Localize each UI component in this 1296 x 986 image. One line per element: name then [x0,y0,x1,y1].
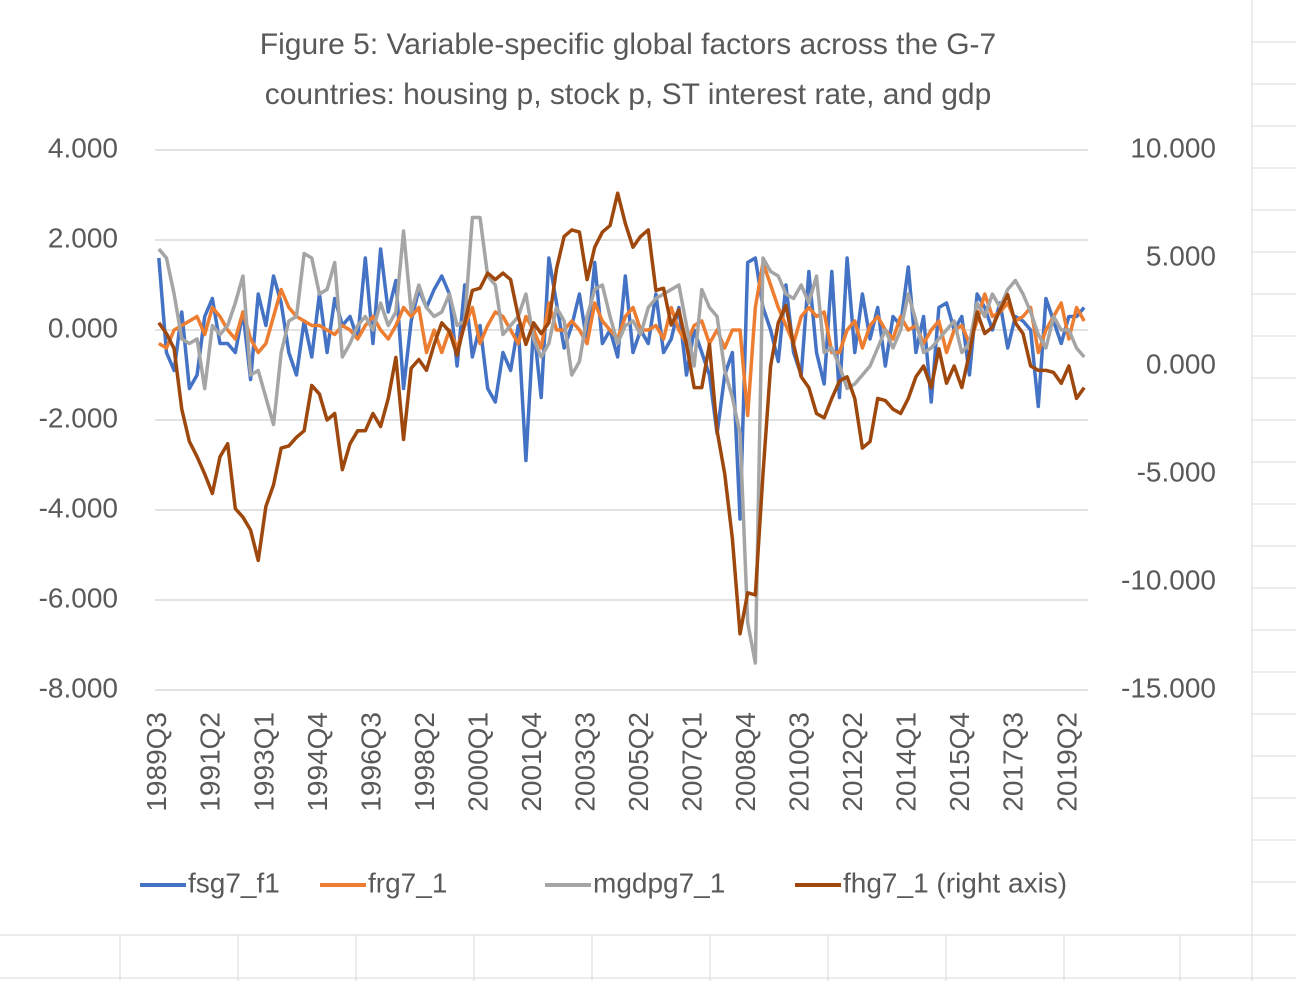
x-tick-label: 2001Q4 [516,712,547,812]
y-tick-label: -2.000 [39,402,118,433]
y2-tick-label: -15.000 [1121,672,1216,703]
x-tick-label: 2000Q1 [462,712,493,812]
legend-label: fsg7_f1 [188,867,280,898]
x-tick-label: 2010Q3 [784,712,815,812]
y-tick-label: -6.000 [39,582,118,613]
x-tick-label: 1994Q4 [302,712,333,812]
x-tick-label: 2015Q4 [944,712,975,812]
y2-tick-label: 0.000 [1146,348,1216,379]
y-tick-label: 4.000 [48,132,118,163]
chart-title: countries: housing p, stock p, ST intere… [265,78,992,111]
y2-tick-label: -5.000 [1137,456,1216,487]
x-tick-label: 1996Q3 [355,712,386,812]
x-tick-label: 2019Q2 [1051,712,1082,812]
x-tick-label: 2012Q2 [837,712,868,812]
y2-tick-label: 5.000 [1146,240,1216,271]
x-tick-label: 2003Q3 [569,712,600,812]
x-tick-label: 2017Q3 [998,712,1029,812]
x-tick-label: 2007Q1 [677,712,708,812]
x-tick-label: 1991Q2 [195,712,226,812]
y-tick-label: 0.000 [48,312,118,343]
x-tick-label: 1998Q2 [409,712,440,812]
y-tick-label: 2.000 [48,222,118,253]
x-tick-label: 2005Q2 [623,712,654,812]
x-tick-label: 1989Q3 [141,712,172,812]
series-line [157,215,1086,665]
y-tick-label: -8.000 [39,672,118,703]
legend-label: mgdpg7_1 [593,867,725,898]
x-tick-label: 2014Q1 [891,712,922,812]
y2-tick-label: -10.000 [1121,564,1216,595]
legend-label: fhg7_1 (right axis) [843,867,1067,898]
y-tick-label: -4.000 [39,492,118,523]
y2-tick-label: 10.000 [1130,132,1216,163]
series-line [157,191,1086,636]
legend-label: frg7_1 [368,867,447,898]
chart-title: Figure 5: Variable-specific global facto… [260,28,996,61]
series-line [157,260,1086,418]
x-tick-label: 2008Q4 [730,712,761,812]
x-tick-label: 1993Q1 [248,712,279,812]
